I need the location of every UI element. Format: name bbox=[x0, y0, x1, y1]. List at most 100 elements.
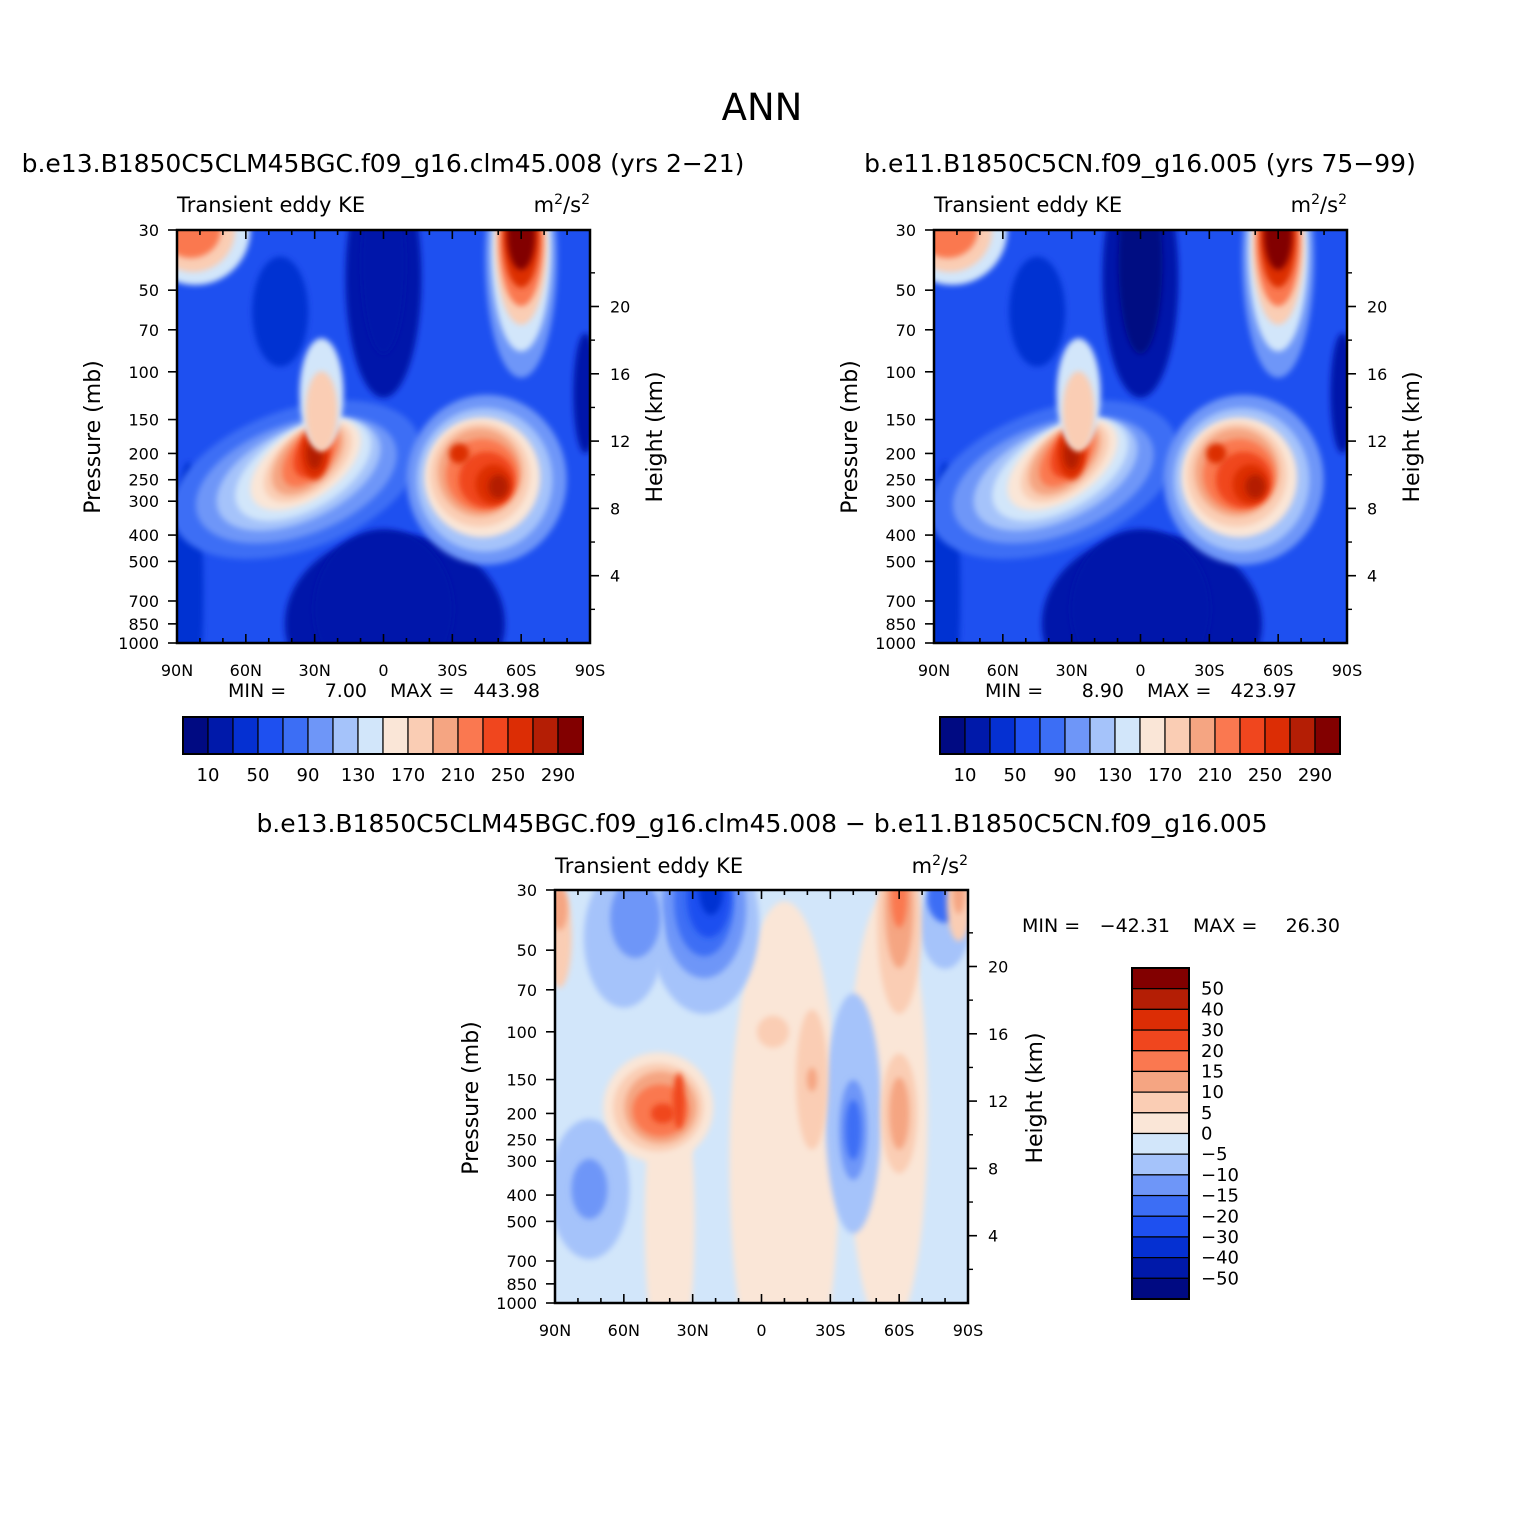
colorbar-swatch bbox=[1131, 1277, 1190, 1300]
colorbar-label: 10 bbox=[197, 765, 220, 786]
y-tick-label: 400 bbox=[506, 1186, 537, 1205]
x-tick-label: 90N bbox=[918, 661, 950, 680]
colorbar-swatch bbox=[1164, 716, 1191, 755]
x-tick-label: 60S bbox=[1263, 661, 1294, 680]
colorbar-swatch bbox=[557, 716, 584, 755]
y-tick-label: 150 bbox=[885, 411, 916, 430]
colorbar-label: 40 bbox=[1201, 999, 1224, 1020]
y-tick-label: 30 bbox=[139, 221, 159, 240]
colorbar-label: 250 bbox=[1248, 765, 1282, 786]
y2-tick-label: 12 bbox=[988, 1092, 1008, 1111]
colorbar-swatch bbox=[457, 716, 484, 755]
contour-region bbox=[177, 230, 221, 258]
colorbar-swatch bbox=[1064, 716, 1091, 755]
y2-tick-label: 12 bbox=[1367, 432, 1387, 451]
colorbar-label: 290 bbox=[1298, 765, 1332, 786]
colorbar-label: −5 bbox=[1201, 1144, 1228, 1165]
y-tick-label: 30 bbox=[517, 881, 537, 900]
colorbar-label: 90 bbox=[297, 765, 320, 786]
contour-region bbox=[650, 1103, 675, 1124]
colorbar-label: 10 bbox=[1201, 1082, 1224, 1103]
contour-region bbox=[1070, 529, 1211, 643]
y-tick-label: 30 bbox=[896, 221, 916, 240]
y2-tick-label: 16 bbox=[1367, 365, 1387, 384]
contour-region bbox=[313, 529, 454, 643]
contour-region bbox=[1009, 256, 1066, 367]
y-tick-label: 200 bbox=[506, 1104, 537, 1123]
y-tick-label: 100 bbox=[885, 363, 916, 382]
colorbar-frame bbox=[1131, 967, 1190, 1300]
x-tick-label: 60N bbox=[608, 1321, 640, 1340]
contour-region bbox=[449, 443, 470, 464]
x-tick-label: 90S bbox=[575, 661, 606, 680]
panel-1-max-value: 443.98 bbox=[474, 680, 540, 702]
colorbar-swatch bbox=[532, 716, 559, 755]
panel-2-min-label: MIN = bbox=[985, 680, 1043, 702]
y2-tick-label: 20 bbox=[1367, 297, 1387, 316]
colorbar-label: 250 bbox=[491, 765, 525, 786]
contour-region bbox=[252, 256, 309, 367]
contour-region bbox=[361, 230, 406, 354]
contour-region bbox=[806, 1067, 817, 1092]
colorbar-swatch bbox=[282, 716, 309, 755]
colorbar-swatch bbox=[307, 716, 334, 755]
colorbar-swatch bbox=[1131, 1029, 1190, 1052]
colorbar-swatch bbox=[1131, 1153, 1190, 1176]
y2-tick-label: 4 bbox=[610, 567, 620, 586]
y-tick-label: 300 bbox=[885, 492, 916, 511]
colorbar-swatch bbox=[357, 716, 384, 755]
colorbar-label: −15 bbox=[1201, 1186, 1239, 1207]
colorbar-label: 50 bbox=[247, 765, 270, 786]
colorbar-swatch bbox=[1131, 967, 1190, 990]
colorbar-label: 20 bbox=[1201, 1041, 1224, 1062]
y-tick-label: 300 bbox=[506, 1152, 537, 1171]
y-tick-label: 250 bbox=[128, 471, 159, 490]
panel-1-max-label: MAX = bbox=[390, 680, 454, 702]
colorbar-swatch bbox=[507, 716, 534, 755]
colorbar-swatch bbox=[939, 716, 966, 755]
colorbar-label: 0 bbox=[1201, 1124, 1212, 1145]
colorbar-swatch bbox=[1114, 716, 1141, 755]
y-tick-label: 70 bbox=[139, 321, 159, 340]
contour-region bbox=[571, 1159, 608, 1220]
contour-region bbox=[507, 230, 536, 270]
contour-region bbox=[488, 474, 509, 499]
y-tick-label: 50 bbox=[139, 281, 159, 300]
panel-1-colorbar: 10 50 90 130 170 210 250 290 bbox=[182, 716, 584, 786]
y-tick-label: 250 bbox=[506, 1131, 537, 1150]
y-tick-label: 70 bbox=[896, 321, 916, 340]
colorbar-swatch bbox=[207, 716, 234, 755]
y2-tick-label: 8 bbox=[1367, 499, 1377, 518]
colorbar-swatch bbox=[1239, 716, 1266, 755]
panel-3: Transient eddy KE m2/s2 90N 60N 30N 0 30S 60S… bbox=[459, 853, 1340, 1340]
x-tick-label: 60N bbox=[230, 661, 262, 680]
y-tick-label: 150 bbox=[128, 411, 159, 430]
y2-tick-label: 20 bbox=[988, 957, 1008, 976]
contour-region bbox=[610, 890, 661, 958]
x-tick-label: 60N bbox=[987, 661, 1019, 680]
y2-tick-label: 16 bbox=[610, 365, 630, 384]
colorbar-swatch bbox=[432, 716, 459, 755]
colorbar-swatch bbox=[964, 716, 991, 755]
colorbar-swatch bbox=[382, 716, 409, 755]
x-tick-label: 90S bbox=[953, 1321, 984, 1340]
y-tick-label: 200 bbox=[885, 444, 916, 463]
colorbar-swatch bbox=[1131, 1215, 1190, 1238]
colorbar-swatch bbox=[1131, 1174, 1190, 1197]
colorbar-swatch bbox=[1131, 1257, 1190, 1279]
colorbar-swatch bbox=[1214, 716, 1241, 755]
panel-2-axes: 90N 60N 30N 0 30S 60S 90S 30 50 70 100 150 200 250 300… bbox=[875, 221, 1387, 680]
colorbar-swatch bbox=[1131, 1194, 1190, 1217]
colorbar-label: 210 bbox=[441, 765, 475, 786]
colorbar-swatch bbox=[332, 716, 359, 755]
panel-3-min-label: MIN = bbox=[1022, 915, 1080, 937]
panel-3-max-label: MAX = bbox=[1193, 915, 1257, 937]
panel-1-contour-field bbox=[177, 230, 590, 643]
contour-region bbox=[1330, 333, 1347, 454]
y-tick-label: 300 bbox=[128, 492, 159, 511]
colorbar-swatch bbox=[1131, 1091, 1190, 1114]
contour-region bbox=[845, 1099, 862, 1160]
colorbar-label: 15 bbox=[1201, 1061, 1224, 1082]
y-tick-label: 850 bbox=[128, 615, 159, 634]
y2-tick-label: 12 bbox=[610, 432, 630, 451]
